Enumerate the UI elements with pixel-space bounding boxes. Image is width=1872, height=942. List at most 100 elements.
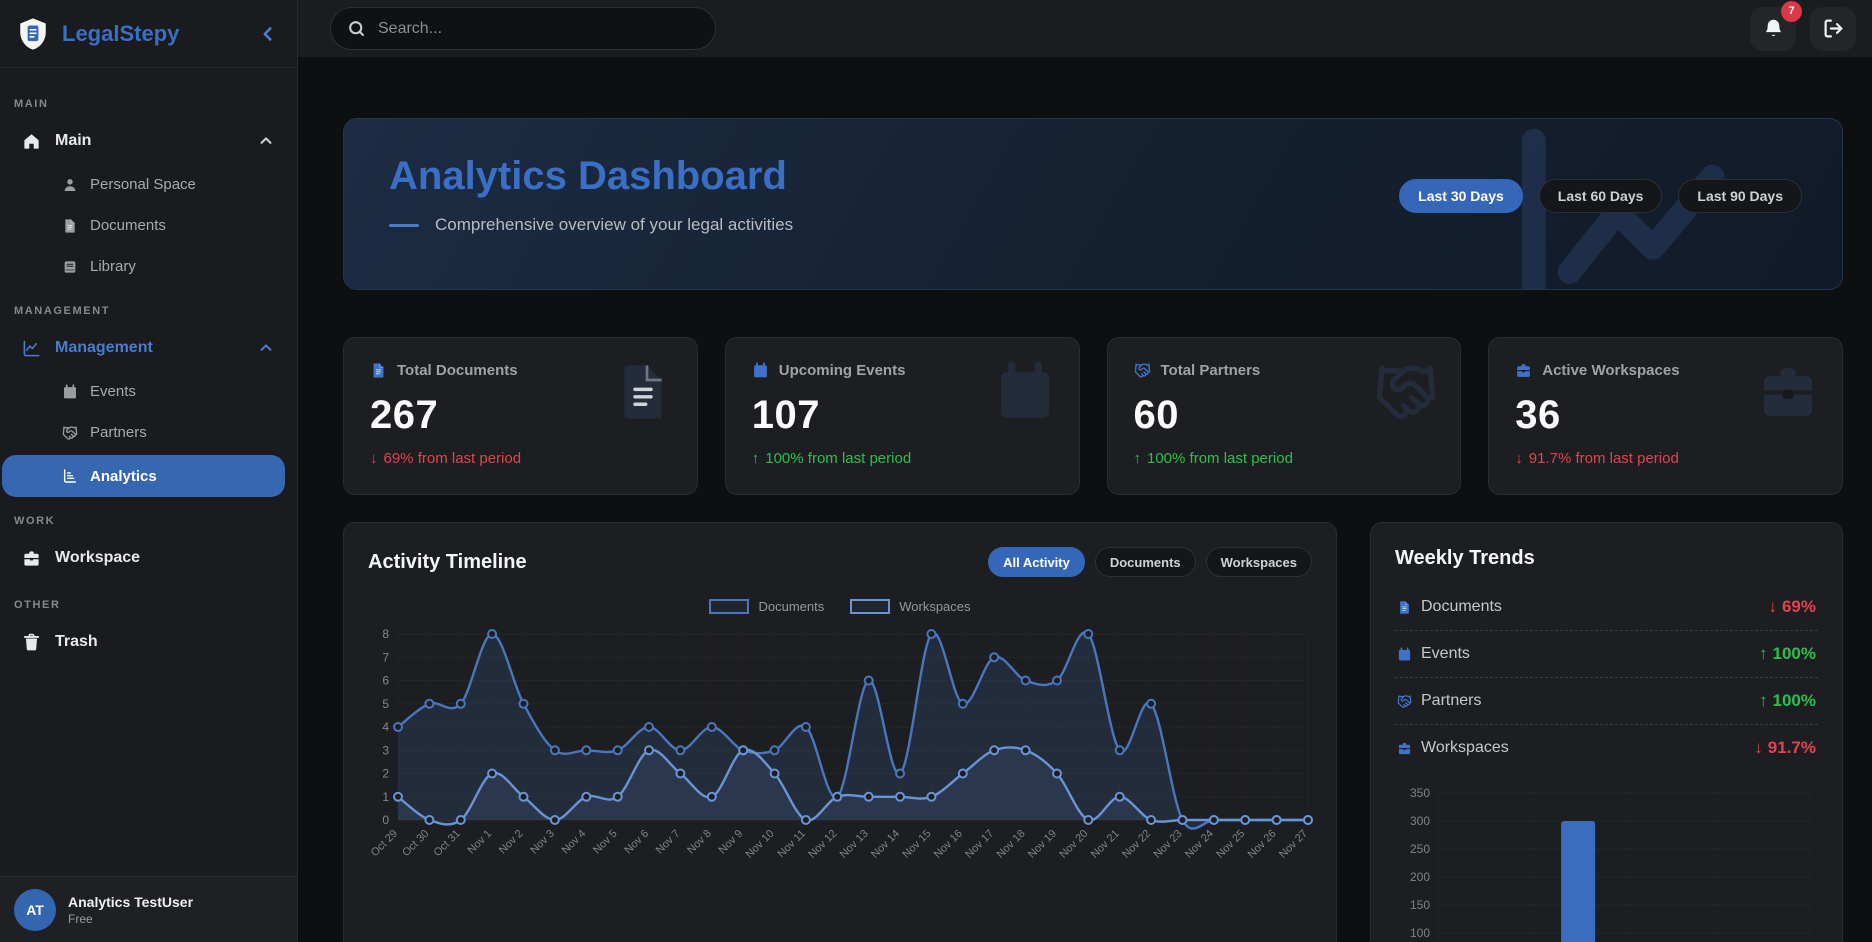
legend-swatch-documents: [709, 599, 750, 614]
svg-text:Nov 23: Nov 23: [1151, 828, 1184, 861]
content: Analytics Dashboard Comprehensive overvi…: [298, 57, 1872, 942]
sidebar-item-analytics[interactable]: Analytics: [2, 455, 285, 497]
sidebar: LegalStepy MAIN Main Personal Space Docu…: [0, 0, 298, 942]
svg-text:Nov 14: Nov 14: [869, 828, 902, 861]
trend-value: 100%: [1772, 691, 1816, 710]
briefcase-watermark-icon: [1756, 360, 1820, 424]
weekly-row-label: Partners: [1421, 692, 1482, 709]
filter-last-60-days[interactable]: Last 60 Days: [1538, 179, 1663, 213]
notifications-button[interactable]: 7: [1750, 0, 1802, 51]
topbar: 7: [298, 0, 1872, 57]
stat-delta: ↓ 69% from last period: [370, 450, 671, 467]
weekly-trends-title: Weekly Trends: [1395, 547, 1535, 569]
svg-text:150: 150: [1410, 898, 1430, 912]
sidebar-item-library[interactable]: Library: [0, 246, 297, 287]
svg-text:Nov 20: Nov 20: [1057, 828, 1090, 861]
section-label-work: WORK: [14, 515, 56, 527]
svg-text:Nov 24: Nov 24: [1183, 828, 1216, 861]
sidebar-item-partners[interactable]: Partners: [0, 412, 297, 453]
svg-text:Oct 30: Oct 30: [400, 828, 431, 859]
sidebar-item-main[interactable]: Main: [0, 118, 297, 164]
activity-timeline-panel: Activity Timeline All Activity Documents…: [343, 522, 1337, 942]
trend-arrow-icon: ↑: [751, 450, 760, 467]
user-profile[interactable]: AT Analytics TestUser Free: [0, 876, 297, 942]
app-name: LegalStepy: [62, 20, 180, 46]
trend-arrow-icon: ↓: [1515, 450, 1523, 467]
user-name: Analytics TestUser: [68, 893, 194, 910]
user-icon: [62, 177, 78, 193]
topbar-actions: 7: [1750, 0, 1856, 51]
stat-label: Total Documents: [397, 362, 518, 379]
stat-delta-text: 100% from last period: [1147, 450, 1293, 467]
svg-text:Nov 5: Nov 5: [591, 828, 620, 857]
user-plan: Free: [68, 911, 93, 926]
weekly-row-partners: Partners ↑ 100%: [1395, 677, 1818, 724]
sidebar-item-personal-space[interactable]: Personal Space: [0, 164, 297, 205]
bar-chart-icon: [62, 468, 78, 484]
stat-delta: ↑ 100% from last period: [1134, 450, 1435, 467]
legend-item-workspaces[interactable]: Workspaces: [850, 599, 971, 614]
svg-text:Nov 6: Nov 6: [622, 828, 651, 857]
stat-delta-text: 100% from last period: [765, 450, 912, 467]
trend-value: 91.7%: [1767, 738, 1816, 757]
legend-swatch-workspaces: [850, 599, 891, 614]
svg-text:Nov 10: Nov 10: [744, 828, 777, 861]
sidebar-item-trash[interactable]: Trash: [0, 619, 297, 665]
sidebar-item-documents[interactable]: Documents: [0, 205, 297, 246]
search-input[interactable]: [378, 19, 699, 38]
stat-delta: ↓ 91.7% from last period: [1515, 450, 1816, 467]
stat-cards-row: Total Documents 267 ↓ 69% from last peri…: [343, 337, 1843, 495]
filter-last-30-days[interactable]: Last 30 Days: [1399, 179, 1523, 213]
stat-value: 60: [1133, 393, 1179, 437]
briefcase-icon: [1515, 362, 1532, 379]
weekly-row-events: Events ↑ 100%: [1395, 630, 1818, 677]
tab-all-activity[interactable]: All Activity: [988, 547, 1085, 577]
svg-text:Nov 3: Nov 3: [528, 828, 557, 857]
logout-button[interactable]: [1810, 6, 1856, 51]
section-label-management: MANAGEMENT: [14, 305, 111, 317]
tab-workspaces[interactable]: Workspaces: [1205, 547, 1312, 577]
stat-value: 107: [751, 393, 820, 437]
stat-label: Upcoming Events: [778, 362, 906, 379]
stat-value: 267: [370, 393, 439, 437]
stat-label: Active Workspaces: [1542, 362, 1680, 379]
tab-documents[interactable]: Documents: [1094, 547, 1196, 577]
stat-delta: ↑ 100% from last period: [752, 450, 1053, 467]
svg-text:Nov 17: Nov 17: [963, 828, 996, 861]
svg-text:Nov 22: Nov 22: [1120, 828, 1153, 861]
svg-text:Nov 12: Nov 12: [806, 828, 839, 861]
sidebar-collapse-chevron-icon[interactable]: [257, 23, 279, 45]
sidebar-item-label: Analytics: [90, 467, 157, 485]
svg-text:7: 7: [382, 650, 389, 664]
weekly-row-trend: ↓ 91.7%: [1754, 738, 1816, 758]
logout-icon: [1823, 18, 1844, 39]
svg-text:4: 4: [382, 720, 389, 734]
svg-text:6: 6: [382, 674, 389, 688]
weekly-row-trend: ↓ 69%: [1768, 597, 1816, 617]
filter-last-90-days[interactable]: Last 90 Days: [1678, 179, 1802, 213]
section-label-other: OTHER: [14, 599, 61, 611]
chevron-up-icon: [257, 132, 275, 150]
svg-text:350: 350: [1410, 786, 1430, 800]
sidebar-item-label: Events: [90, 383, 136, 400]
search-icon: [347, 19, 366, 38]
weekly-row-documents: Documents ↓ 69%: [1395, 584, 1818, 630]
file-icon: [370, 362, 387, 379]
sidebar-item-events[interactable]: Events: [0, 371, 297, 412]
sidebar-item-label: Partners: [90, 424, 147, 441]
legend-item-documents[interactable]: Documents: [709, 599, 824, 614]
sidebar-item-workspace[interactable]: Workspace: [0, 535, 297, 581]
file-icon: [1397, 600, 1412, 615]
weekly-row-label: Events: [1421, 645, 1470, 662]
home-icon: [22, 132, 41, 151]
trash-icon: [22, 633, 41, 652]
book-icon: [62, 259, 78, 275]
svg-text:Oct 31: Oct 31: [431, 828, 462, 859]
svg-text:Nov 1: Nov 1: [465, 828, 494, 857]
notification-badge: 7: [1781, 0, 1802, 22]
handshake-icon: [1134, 362, 1151, 379]
svg-text:2: 2: [382, 767, 389, 781]
stat-card-active-workspaces: Active Workspaces 36 ↓ 91.7% from last p…: [1488, 337, 1843, 495]
weekly-bar-chart: 050100150200250300350: [1410, 786, 1811, 942]
sidebar-item-management[interactable]: Management: [0, 325, 297, 371]
